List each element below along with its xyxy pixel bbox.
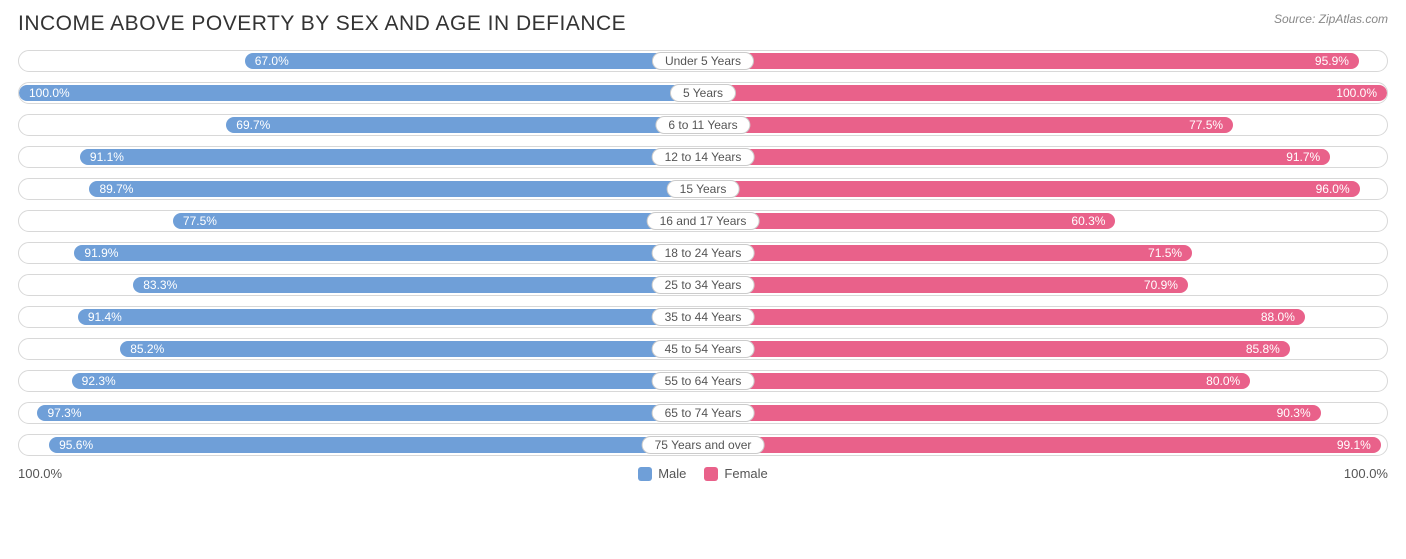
chart-row: 95.6% 99.1% 75 Years and over — [18, 434, 1388, 456]
male-bar: 92.3% — [72, 373, 703, 389]
chart-area: 67.0% 95.9% Under 5 Years 100.0% 100.0% 5 Yea… — [18, 50, 1388, 456]
female-bar: 60.3% — [703, 213, 1115, 229]
male-value: 100.0% — [29, 86, 70, 100]
male-bar: 91.4% — [78, 309, 703, 325]
category-label: 75 Years and over — [642, 436, 765, 454]
male-bar: 95.6% — [49, 437, 703, 453]
chart-header: INCOME ABOVE POVERTY BY SEX AND AGE IN D… — [18, 12, 1388, 36]
male-value: 69.7% — [236, 118, 270, 132]
male-bar: 69.7% — [226, 117, 703, 133]
category-label: 5 Years — [670, 84, 736, 102]
category-label: Under 5 Years — [652, 52, 754, 70]
male-value: 77.5% — [183, 214, 217, 228]
male-bar: 67.0% — [245, 53, 703, 69]
swatch-female — [704, 467, 718, 481]
female-value: 70.9% — [1144, 278, 1178, 292]
chart-row: 83.3% 70.9% 25 to 34 Years — [18, 274, 1388, 296]
chart-row: 92.3% 80.0% 55 to 64 Years — [18, 370, 1388, 392]
chart-row: 69.7% 77.5% 6 to 11 Years — [18, 114, 1388, 136]
male-value: 95.6% — [59, 438, 93, 452]
category-label: 25 to 34 Years — [652, 276, 755, 294]
chart-row: 85.2% 85.8% 45 to 54 Years — [18, 338, 1388, 360]
category-label: 65 to 74 Years — [652, 404, 755, 422]
female-bar: 80.0% — [703, 373, 1250, 389]
female-bar: 71.5% — [703, 245, 1192, 261]
male-value: 89.7% — [99, 182, 133, 196]
female-value: 71.5% — [1148, 246, 1182, 260]
female-value: 77.5% — [1189, 118, 1223, 132]
chart-row: 100.0% 100.0% 5 Years — [18, 82, 1388, 104]
chart-row: 97.3% 90.3% 65 to 74 Years — [18, 402, 1388, 424]
chart-row: 91.4% 88.0% 35 to 44 Years — [18, 306, 1388, 328]
legend-item-male: Male — [638, 466, 686, 481]
axis-left-label: 100.0% — [18, 466, 62, 481]
legend-female-label: Female — [724, 466, 767, 481]
male-value: 85.2% — [130, 342, 164, 356]
male-bar: 91.9% — [74, 245, 703, 261]
female-value: 88.0% — [1261, 310, 1295, 324]
female-bar: 90.3% — [703, 405, 1321, 421]
male-value: 92.3% — [82, 374, 116, 388]
chart-row: 91.1% 91.7% 12 to 14 Years — [18, 146, 1388, 168]
female-value: 100.0% — [1336, 86, 1377, 100]
female-value: 80.0% — [1206, 374, 1240, 388]
male-bar: 91.1% — [80, 149, 703, 165]
female-bar: 88.0% — [703, 309, 1305, 325]
chart-source: Source: ZipAtlas.com — [1274, 12, 1388, 26]
chart-row: 77.5% 60.3% 16 and 17 Years — [18, 210, 1388, 232]
chart-title: INCOME ABOVE POVERTY BY SEX AND AGE IN D… — [18, 12, 626, 36]
female-value: 95.9% — [1315, 54, 1349, 68]
category-label: 15 Years — [667, 180, 740, 198]
female-bar: 91.7% — [703, 149, 1330, 165]
male-bar: 97.3% — [37, 405, 703, 421]
female-bar: 99.1% — [703, 437, 1381, 453]
chart-footer: 100.0% Male Female 100.0% — [18, 466, 1388, 481]
female-bar: 95.9% — [703, 53, 1359, 69]
male-bar: 77.5% — [173, 213, 703, 229]
male-value: 91.4% — [88, 310, 122, 324]
male-value: 67.0% — [255, 54, 289, 68]
category-label: 55 to 64 Years — [652, 372, 755, 390]
male-value: 91.1% — [90, 150, 124, 164]
female-value: 85.8% — [1246, 342, 1280, 356]
category-label: 35 to 44 Years — [652, 308, 755, 326]
female-bar: 77.5% — [703, 117, 1233, 133]
female-bar: 96.0% — [703, 181, 1360, 197]
female-value: 90.3% — [1277, 406, 1311, 420]
female-value: 60.3% — [1071, 214, 1105, 228]
male-bar: 85.2% — [120, 341, 703, 357]
category-label: 45 to 54 Years — [652, 340, 755, 358]
chart-row: 89.7% 96.0% 15 Years — [18, 178, 1388, 200]
legend-male-label: Male — [658, 466, 686, 481]
female-bar: 100.0% — [703, 85, 1387, 101]
female-bar: 85.8% — [703, 341, 1290, 357]
female-value: 99.1% — [1337, 438, 1371, 452]
category-label: 12 to 14 Years — [652, 148, 755, 166]
male-bar: 83.3% — [133, 277, 703, 293]
legend-item-female: Female — [704, 466, 767, 481]
female-value: 96.0% — [1316, 182, 1350, 196]
legend: Male Female — [638, 466, 768, 481]
category-label: 16 and 17 Years — [647, 212, 760, 230]
axis-right-label: 100.0% — [1344, 466, 1388, 481]
male-bar: 89.7% — [89, 181, 703, 197]
swatch-male — [638, 467, 652, 481]
male-bar: 100.0% — [19, 85, 703, 101]
female-bar: 70.9% — [703, 277, 1188, 293]
male-value: 91.9% — [84, 246, 118, 260]
category-label: 18 to 24 Years — [652, 244, 755, 262]
male-value: 83.3% — [143, 278, 177, 292]
female-value: 91.7% — [1286, 150, 1320, 164]
chart-row: 67.0% 95.9% Under 5 Years — [18, 50, 1388, 72]
category-label: 6 to 11 Years — [655, 116, 750, 134]
male-value: 97.3% — [47, 406, 81, 420]
chart-row: 91.9% 71.5% 18 to 24 Years — [18, 242, 1388, 264]
